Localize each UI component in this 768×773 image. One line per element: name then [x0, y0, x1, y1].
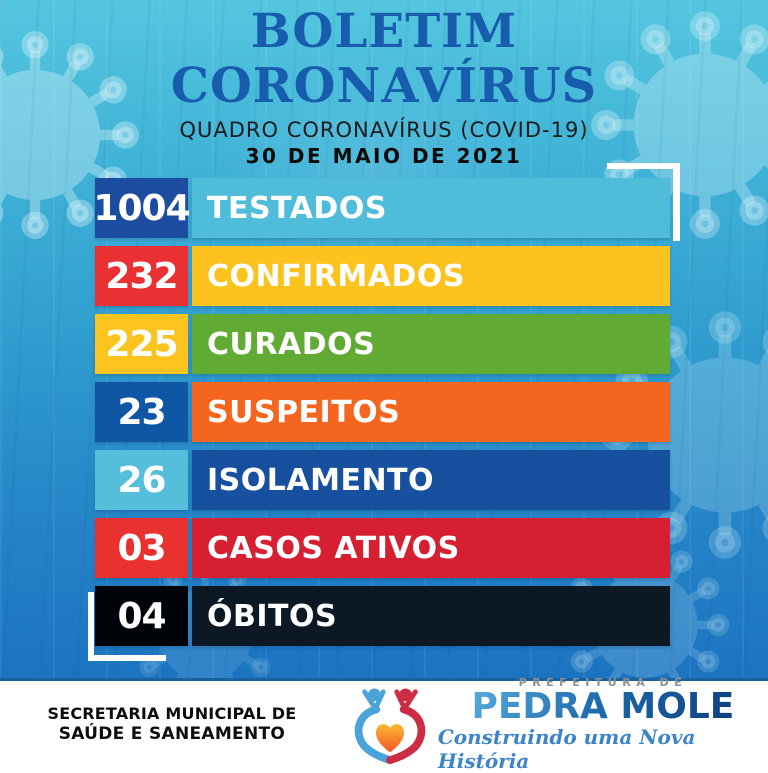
stat-row-curados: 225 CURADOS [95, 314, 670, 374]
stats-list: 1004 TESTADOS 232 CONFIRMADOS 225 CURADO… [93, 178, 670, 654]
stat-value: 225 [95, 314, 188, 374]
logo-tagline: Construindo uma Nova História [437, 724, 696, 773]
corner-bracket-top-right [607, 163, 680, 241]
stat-bar: ÓBITOS [192, 586, 670, 646]
corner-bracket-bottom-left [88, 592, 166, 661]
stat-value: 26 [95, 450, 188, 510]
logo-text: PREFEITURA DE PEDRA MOLE Construindo uma… [437, 675, 768, 773]
city-hall-logo: PREFEITURA DE PEDRA MOLE Construindo uma… [346, 675, 768, 773]
stat-row-testados: 1004 TESTADOS [93, 178, 670, 238]
pedra-mole-wordmark: PEDRA MOLE [471, 685, 735, 727]
bulletin-date: 30 DE MAIO DE 2021 [245, 144, 523, 168]
stat-value: 1004 [93, 178, 191, 238]
stat-bar: TESTADOS [192, 178, 670, 238]
people-heart-icon [354, 687, 426, 764]
stat-label: ISOLAMENTO [207, 462, 435, 498]
stat-label: ÓBITOS [207, 598, 338, 634]
stat-label: SUSPEITOS [207, 394, 401, 430]
footer: SECRETARIA MUNICIPAL DE SAÚDE E SANEAMEN… [0, 676, 768, 773]
subtitle: QUADRO CORONAVÍRUS (COVID-19) [179, 118, 589, 142]
stat-bar: SUSPEITOS [192, 382, 670, 442]
stat-value: 232 [95, 246, 188, 306]
prefeitura-de-label: PREFEITURA DE [518, 675, 688, 689]
stat-bar: CURADOS [192, 314, 670, 374]
department-line1: SECRETARIA MUNICIPAL DE [47, 704, 297, 724]
stat-label: TESTADOS [207, 190, 387, 226]
stat-label: CASOS ATIVOS [207, 530, 460, 566]
stat-row-obitos: 04 ÓBITOS [95, 586, 670, 646]
stat-bar: CONFIRMADOS [192, 246, 670, 306]
stat-row-confirmados: 232 CONFIRMADOS [95, 246, 670, 306]
stat-bar: ISOLAMENTO [192, 450, 670, 510]
stat-value: 04 [95, 586, 188, 646]
department-line2: SAÚDE E SANEAMENTO [58, 723, 286, 744]
stat-label: CURADOS [207, 326, 376, 362]
stat-row-casos-ativos: 03 CASOS ATIVOS [95, 518, 670, 578]
stat-bar: CASOS ATIVOS [192, 518, 670, 578]
stat-label: CONFIRMADOS [207, 258, 465, 294]
stat-value: 23 [95, 382, 188, 442]
stat-value: 03 [95, 518, 188, 578]
header: BOLETIM CORONAVÍRUS QUADRO CORONAVÍRUS (… [0, 0, 768, 168]
page-title-line2: CORONAVÍRUS [170, 58, 598, 114]
stat-row-isolamento: 26 ISOLAMENTO [95, 450, 670, 510]
page-title-line1: BOLETIM [250, 4, 518, 59]
stat-row-suspeitos: 23 SUSPEITOS [95, 382, 670, 442]
department-name: SECRETARIA MUNICIPAL DE SAÚDE E SANEAMEN… [40, 704, 304, 744]
